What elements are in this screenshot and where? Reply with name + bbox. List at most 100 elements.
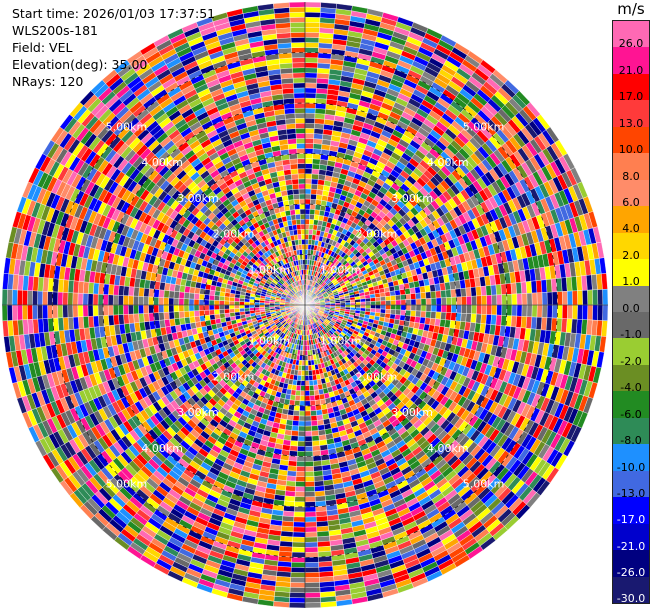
- range-gate: [304, 168, 313, 175]
- range-gate: [292, 541, 306, 548]
- range-gate: [304, 390, 310, 397]
- range-gate: [311, 425, 319, 432]
- range-gate: [577, 304, 583, 320]
- range-gate: [461, 296, 467, 306]
- range-gate: [284, 490, 296, 497]
- range-gate: [304, 592, 321, 599]
- range-gate: [295, 476, 306, 482]
- range-gate: [405, 299, 412, 306]
- range-gate: [290, 577, 306, 583]
- range-gate: [582, 290, 588, 306]
- range-gate: [450, 312, 457, 322]
- range-gate: [360, 304, 366, 309]
- range-gate: [541, 304, 548, 318]
- range-gate: [400, 299, 407, 306]
- range-gate: [304, 551, 319, 558]
- range-gate: [491, 294, 498, 306]
- range-gate: [304, 203, 311, 210]
- range-gate: [309, 400, 316, 407]
- range-gate: [404, 288, 411, 295]
- range-gate: [299, 395, 306, 402]
- range-gate: [440, 311, 447, 320]
- range-gate: [314, 495, 326, 502]
- range-gate: [506, 304, 513, 317]
- range-gate: [313, 128, 324, 135]
- range-gate: [289, 587, 306, 594]
- range-gate: [562, 291, 568, 306]
- range-gate: [425, 291, 432, 299]
- range-gate: [380, 300, 386, 306]
- range-gate: [375, 304, 381, 310]
- range-gate: [304, 602, 322, 609]
- range-gate: [312, 445, 321, 452]
- range-gate: [304, 350, 308, 356]
- range-gate: [380, 308, 386, 314]
- range-gate: [551, 304, 558, 319]
- range-gate: [316, 414, 324, 421]
- range-gate: [365, 304, 371, 309]
- range-gate: [536, 304, 543, 318]
- range-gate: [287, 460, 297, 467]
- range-gate: [297, 440, 306, 447]
- range-gate: [435, 290, 442, 299]
- range-gate: [304, 511, 317, 518]
- range-gate: [597, 289, 604, 306]
- range-gate: [425, 298, 432, 306]
- range-gate: [296, 380, 302, 386]
- range-gate: [304, 506, 317, 513]
- range-gate: [446, 304, 452, 313]
- range-gate: [304, 117, 315, 124]
- range-gate: [308, 375, 314, 381]
- range-gate: [312, 374, 318, 381]
- range-gate: [384, 291, 391, 297]
- range-gate: [295, 385, 301, 391]
- range-gate: [315, 194, 323, 201]
- range-gate: [299, 400, 306, 407]
- range-gate: [311, 173, 319, 180]
- range-gate: [292, 415, 300, 422]
- range-gate: [405, 310, 412, 317]
- range-gate: [572, 290, 578, 306]
- range-gate: [304, 471, 315, 477]
- range-gate: [297, 430, 306, 437]
- range-gate: [562, 304, 568, 319]
- range-gate: [355, 301, 361, 306]
- range-gate: [290, 582, 306, 588]
- range-gate: [592, 304, 599, 321]
- range-gate: [409, 287, 416, 295]
- range-gate: [597, 304, 604, 321]
- range-gate: [304, 491, 316, 498]
- range-gate: [430, 311, 437, 319]
- range-gate: [312, 450, 322, 457]
- range-gate: [304, 582, 320, 588]
- range-gate: [451, 304, 457, 314]
- range-gate: [304, 138, 314, 144]
- range-gate: [304, 430, 313, 437]
- range-gate: [304, 163, 313, 170]
- range-gate: [486, 295, 493, 306]
- range-gate: [399, 314, 406, 322]
- range-gate: [602, 288, 609, 306]
- range-gate: [304, 481, 315, 487]
- range-gate: [313, 143, 323, 150]
- range-gate: [301, 360, 306, 366]
- range-gate: [304, 476, 315, 482]
- range-gate: [430, 291, 437, 299]
- range-gate: [304, 239, 309, 245]
- range-gate: [304, 244, 309, 250]
- range-gate: [304, 572, 320, 578]
- range-gate: [304, 193, 311, 200]
- range-gate: [313, 465, 323, 472]
- range-gate: [304, 57, 319, 64]
- range-gate: [304, 67, 318, 74]
- range-gate: [365, 301, 371, 306]
- range-gate: [299, 410, 306, 417]
- range-gate: [304, 97, 317, 104]
- range-gate: [394, 289, 401, 296]
- range-gate: [385, 300, 392, 306]
- range-gate: [475, 313, 482, 324]
- range-gate: [292, 420, 300, 427]
- range-gate: [304, 87, 317, 94]
- range-gate: [291, 546, 306, 553]
- radial-gates: [1, 1, 609, 609]
